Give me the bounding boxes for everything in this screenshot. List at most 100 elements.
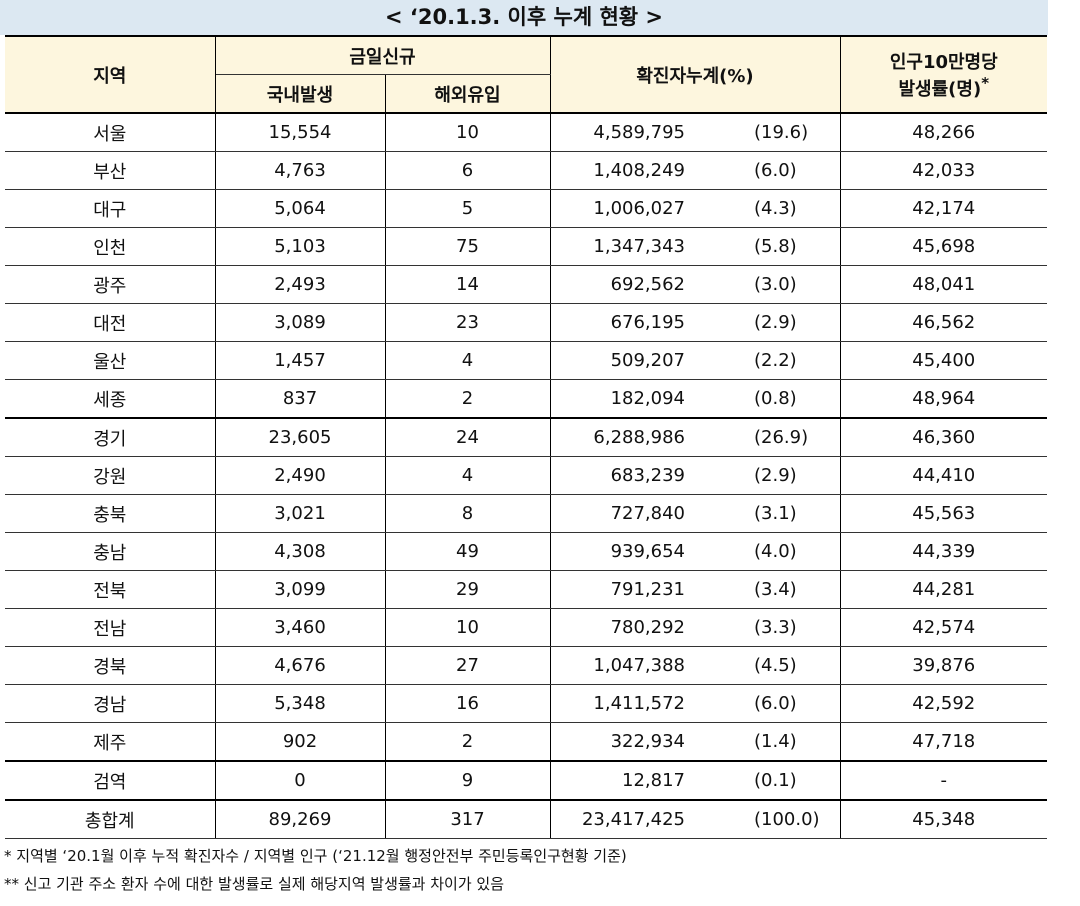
table-cell: 4,676 <box>214 646 386 685</box>
table-cell: 5,064 <box>214 189 386 228</box>
table-cell: 4,763 <box>214 151 386 190</box>
header-text: 인구10만명당 <box>889 52 998 73</box>
table-cell: 1,006,027 <box>549 189 740 228</box>
table-cell: 8 <box>384 494 551 533</box>
table-row: 세종 837 2 182,094 (0.8) 48,964 <box>5 379 1048 419</box>
table-cell: (3.1) <box>740 494 841 533</box>
table-cell: 47,718 <box>839 722 1048 762</box>
table-cell: 5,348 <box>214 684 386 723</box>
table-cell: (2.9) <box>740 456 841 495</box>
table-cell: 15,554 <box>214 112 386 152</box>
table-cell: (6.0) <box>740 151 841 190</box>
table-header: 지역 금일신규 확진자누계(%) 인구10만명당 발생률(명)* 국내발생 해외유… <box>5 35 1048 114</box>
header-text: 발생률(명) <box>898 79 982 100</box>
table-cell: 6 <box>384 151 551 190</box>
table-cell: (0.1) <box>740 760 841 801</box>
table-row: 울산 1,457 4 509,207 (2.2) 45,400 <box>5 341 1048 380</box>
table-cell: 총합계 <box>5 799 216 839</box>
table-cell: 1,047,388 <box>549 646 740 685</box>
table-cell: 1,457 <box>214 341 386 380</box>
table-row: 광주 2,493 14 692,562 (3.0) 48,041 <box>5 265 1048 304</box>
table-cell: 48,964 <box>839 379 1048 419</box>
table-row: 부산 4,763 6 1,408,249 (6.0) 42,033 <box>5 151 1048 190</box>
table-cell: 인천 <box>5 227 216 266</box>
table-cell: (4.5) <box>740 646 841 685</box>
table-row: 제주 902 2 322,934 (1.4) 47,718 <box>5 722 1048 762</box>
table-row: 대전 3,089 23 676,195 (2.9) 46,562 <box>5 303 1048 342</box>
table-cell: 1,408,249 <box>549 151 740 190</box>
table-cell: (4.0) <box>740 532 841 571</box>
table-row: 경기 23,605 24 6,288,986 (26.9) 46,360 <box>5 417 1048 457</box>
table-cell: (5.8) <box>740 227 841 266</box>
table-cell: 42,033 <box>839 151 1048 190</box>
table-cell: 울산 <box>5 341 216 380</box>
table-cell: 791,231 <box>549 570 740 609</box>
header-cell: 국내발생 <box>215 74 386 114</box>
table-row: 서울 15,554 10 4,589,795 (19.6) 48,266 <box>5 112 1048 152</box>
table-cell: 충북 <box>5 494 216 533</box>
table-cell: 강원 <box>5 456 216 495</box>
table-cell: 837 <box>214 379 386 419</box>
table-cell: 23 <box>384 303 551 342</box>
table-cell: 42,574 <box>839 608 1048 647</box>
header-cell: 확진자누계(%) <box>549 35 841 114</box>
table-cell: 전북 <box>5 570 216 609</box>
table-cell: (6.0) <box>740 684 841 723</box>
table-cell: 44,281 <box>839 570 1048 609</box>
table-cell: 0 <box>214 760 386 801</box>
footnote: ** 신고 기관 주소 환자 수에 대한 발생률로 실제 해당지역 발생률과 차… <box>4 875 505 893</box>
table-cell: 939,654 <box>549 532 740 571</box>
table-row: 전북 3,099 29 791,231 (3.4) 44,281 <box>5 570 1048 609</box>
table-cell: (3.3) <box>740 608 841 647</box>
footnote-mark: * <box>981 74 990 92</box>
table-cell: 4,589,795 <box>549 112 740 152</box>
table-cell: 27 <box>384 646 551 685</box>
table-cell: 3,099 <box>214 570 386 609</box>
table-cell: 24 <box>384 417 551 457</box>
table-cell: 322,934 <box>549 722 740 762</box>
table-cell: 대구 <box>5 189 216 228</box>
table-cell: 제주 <box>5 722 216 762</box>
table-body: 서울 15,554 10 4,589,795 (19.6) 48,266 부산 4,763 6 1… <box>5 112 1048 839</box>
table-cell: (3.4) <box>740 570 841 609</box>
table-cell: 서울 <box>5 112 216 152</box>
table-cell: 4 <box>384 341 551 380</box>
title: < ‘20.1.3. 이후 누계 현황 > <box>0 0 1048 35</box>
table-cell: 1,347,343 <box>549 227 740 266</box>
table-cell: 75 <box>384 227 551 266</box>
table-cell: 692,562 <box>549 265 740 304</box>
table-cell: 검역 <box>5 760 216 801</box>
table-cell: (2.9) <box>740 303 841 342</box>
table-cell: (3.0) <box>740 265 841 304</box>
table-cell: 45,698 <box>839 227 1048 266</box>
table-cell: 44,410 <box>839 456 1048 495</box>
table-cell: 4 <box>384 456 551 495</box>
table-cell: 12,817 <box>549 760 740 801</box>
table-cell: (1.4) <box>740 722 841 762</box>
table-cell: 48,041 <box>839 265 1048 304</box>
table-cell: (2.2) <box>740 341 841 380</box>
table-cell: 29 <box>384 570 551 609</box>
table-cell: 16 <box>384 684 551 723</box>
table-cell: 1,411,572 <box>549 684 740 723</box>
table-cell: 46,562 <box>839 303 1048 342</box>
header-cell: 해외유입 <box>384 74 551 114</box>
table-cell: 89,269 <box>214 799 386 839</box>
table-cell: 4,308 <box>214 532 386 571</box>
table-cell: 3,089 <box>214 303 386 342</box>
table-cell: 부산 <box>5 151 216 190</box>
table-cell: 42,174 <box>839 189 1048 228</box>
table-cell: 317 <box>384 799 551 839</box>
table-row: 전남 3,460 10 780,292 (3.3) 42,574 <box>5 608 1048 647</box>
table-cell: 23,417,425 <box>549 799 740 839</box>
table-cell: 44,339 <box>839 532 1048 571</box>
table-cell: 46,360 <box>839 417 1048 457</box>
table-row: 검역 0 9 12,817 (0.1) - <box>5 760 1048 801</box>
table-cell: 광주 <box>5 265 216 304</box>
table-cell: 509,207 <box>549 341 740 380</box>
table-cell: 대전 <box>5 303 216 342</box>
table-cell: 전남 <box>5 608 216 647</box>
data-table: 지역 금일신규 확진자누계(%) 인구10만명당 발생률(명)* 국내발생 해외유… <box>5 35 1048 839</box>
